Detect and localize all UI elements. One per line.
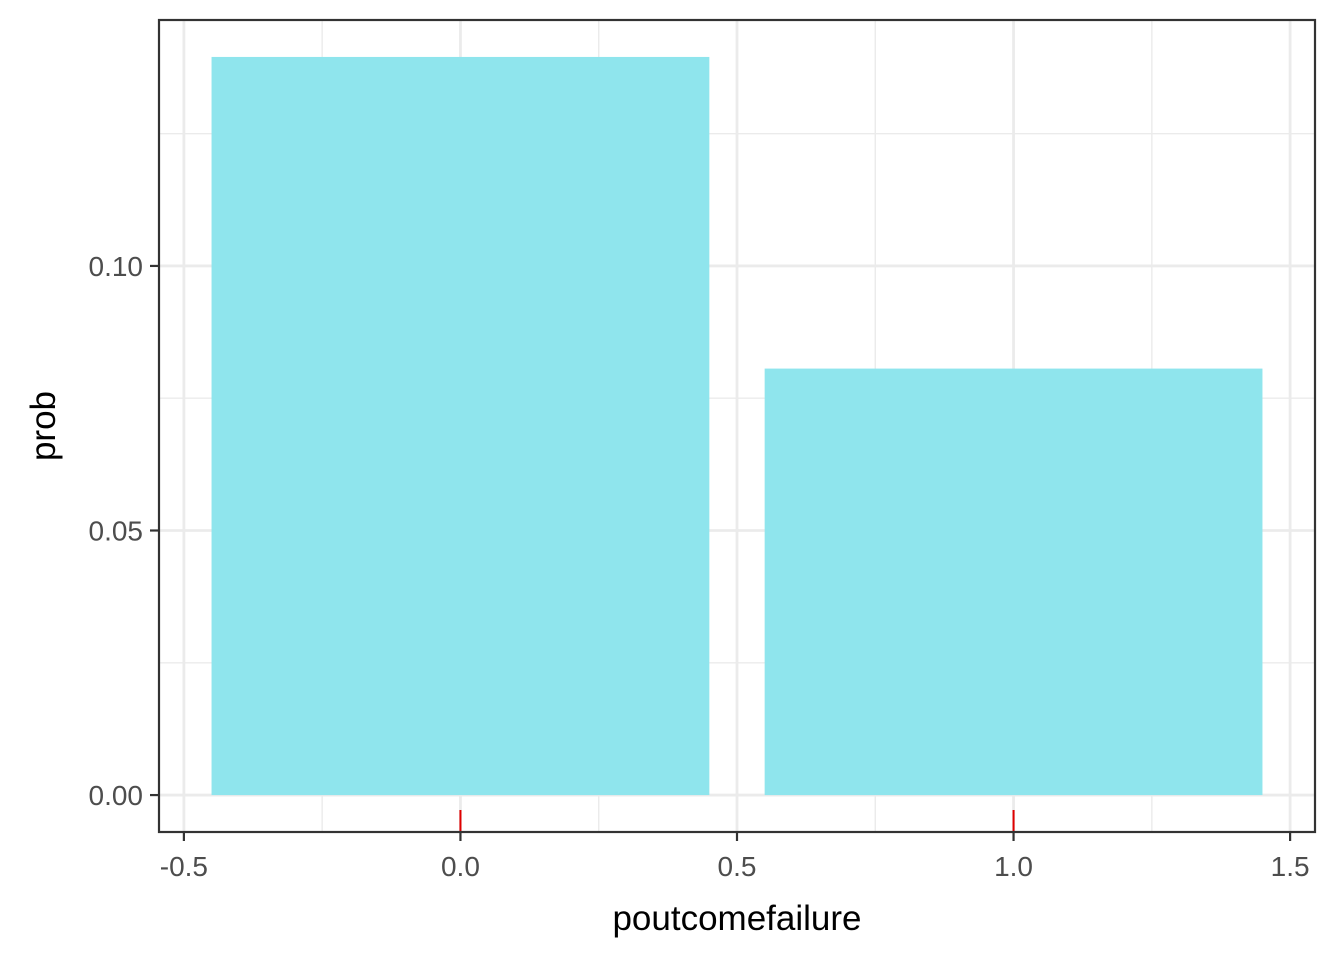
y-tick-label: 0.10 [89, 251, 144, 282]
x-axis-title: poutcomefailure [612, 899, 861, 938]
bar [211, 56, 710, 796]
x-tick-label: 1.5 [1271, 851, 1310, 882]
bars [211, 56, 1263, 796]
y-tick-label: 0.00 [89, 780, 144, 811]
x-tick-label: 0.0 [441, 851, 480, 882]
y-axis-ticks: 0.00 0.05 0.10 [89, 251, 159, 811]
bar [764, 368, 1263, 796]
y-tick-label: 0.05 [89, 516, 144, 547]
x-tick-label: -0.5 [160, 851, 208, 882]
rug-marks [459, 810, 1015, 832]
y-axis-title: prob [24, 391, 63, 461]
x-axis-ticks: -0.5 0.0 0.5 1.0 1.5 [160, 832, 1310, 882]
x-tick-label: 1.0 [994, 851, 1033, 882]
x-tick-label: 0.5 [718, 851, 757, 882]
